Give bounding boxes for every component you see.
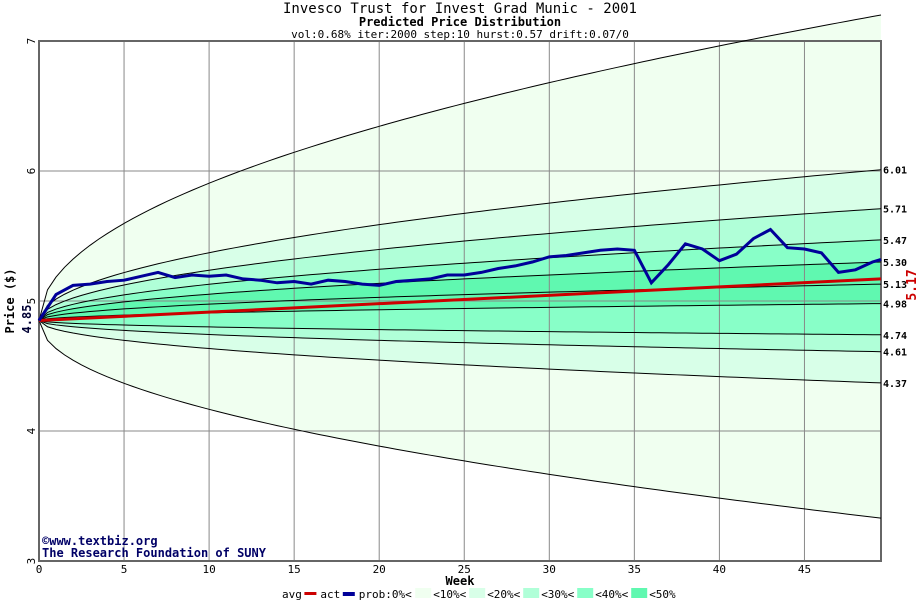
legend-band-label: <50% bbox=[649, 588, 676, 600]
band-boundary-line bbox=[38, 208, 882, 321]
watermark-url: ©www.textbiz.org bbox=[42, 534, 158, 548]
legend: avg act prob:0%< <10%< <20%< <30%< <40%< <50% bbox=[282, 588, 676, 600]
legend-band-swatch bbox=[523, 588, 540, 598]
band-boundary-line bbox=[38, 239, 882, 321]
band-end-label: 4.61 bbox=[883, 348, 907, 359]
x-tick-label: 40 bbox=[713, 563, 726, 576]
probability-band-4 bbox=[39, 262, 881, 321]
x-tick-label: 20 bbox=[373, 563, 386, 576]
x-tick-label: 0 bbox=[36, 563, 43, 576]
band-boundary-line bbox=[38, 261, 882, 321]
x-tick-label: 30 bbox=[543, 563, 556, 576]
band-end-label: 5.13 bbox=[883, 280, 907, 291]
act-line bbox=[37, 227, 882, 322]
avg-line bbox=[38, 277, 882, 322]
chart-params: vol:0.68% iter:2000 step:10 hurst:0.57 d… bbox=[291, 28, 629, 41]
legend-band-label: <40%< bbox=[595, 588, 628, 600]
y-tick-label: 4 bbox=[25, 427, 38, 434]
band-end-label: 4.37 bbox=[883, 379, 907, 390]
band-boundary-line bbox=[38, 320, 882, 336]
x-tick-label: 15 bbox=[288, 563, 301, 576]
band-boundary-line bbox=[38, 169, 882, 321]
x-tick-label: 25 bbox=[458, 563, 471, 576]
band-end-label: 6.01 bbox=[883, 166, 907, 177]
band-boundary-line bbox=[38, 320, 882, 384]
x-tick-label: 35 bbox=[628, 563, 641, 576]
legend-avg-swatch bbox=[304, 592, 317, 595]
y-tick-label: 3 bbox=[25, 558, 38, 565]
legend-band-label: <10%< bbox=[433, 588, 466, 600]
chart-title: Invesco Trust for Invest Grad Munic - 20… bbox=[283, 1, 637, 17]
legend-band-swatch bbox=[577, 588, 594, 598]
final-avg-label: 5.17 bbox=[905, 269, 920, 300]
legend-band-label: <30%< bbox=[541, 588, 574, 600]
legend-band-swatch bbox=[415, 588, 432, 598]
legend-prob-label: prob:0%< bbox=[359, 588, 412, 600]
x-axis-label: Week bbox=[446, 574, 476, 588]
legend-avg-label: avg bbox=[282, 588, 302, 600]
band-boundary-line bbox=[38, 320, 882, 519]
x-tick-label: 5 bbox=[121, 563, 128, 576]
band-boundary-line bbox=[38, 14, 882, 321]
band-end-label: 5.47 bbox=[883, 236, 907, 247]
x-tick-label: 10 bbox=[202, 563, 215, 576]
legend-band-swatch bbox=[469, 588, 486, 598]
start-price-label: 4.85 bbox=[20, 305, 34, 334]
legend-act-label: act bbox=[320, 588, 340, 600]
y-tick-label: 5 bbox=[25, 298, 38, 305]
legend-band-label: <20%< bbox=[487, 588, 520, 600]
y-tick-label: 7 bbox=[25, 38, 38, 45]
watermark-org: The Research Foundation of SUNY bbox=[42, 546, 267, 560]
plot-border bbox=[38, 40, 882, 562]
band-boundary-line bbox=[38, 320, 882, 353]
band-end-label: 4.74 bbox=[883, 331, 907, 342]
band-end-label: 4.98 bbox=[883, 300, 907, 311]
y-tick-label: 6 bbox=[25, 168, 38, 175]
chart-subtitle: Predicted Price Distribution bbox=[359, 15, 561, 29]
band-end-label: 5.71 bbox=[883, 205, 907, 216]
y-axis-label: Price ($) bbox=[3, 268, 17, 333]
band-end-label: 5.30 bbox=[883, 258, 907, 269]
legend-band-swatch bbox=[631, 588, 648, 598]
legend-act-swatch bbox=[342, 592, 355, 596]
x-tick-label: 45 bbox=[798, 563, 811, 576]
